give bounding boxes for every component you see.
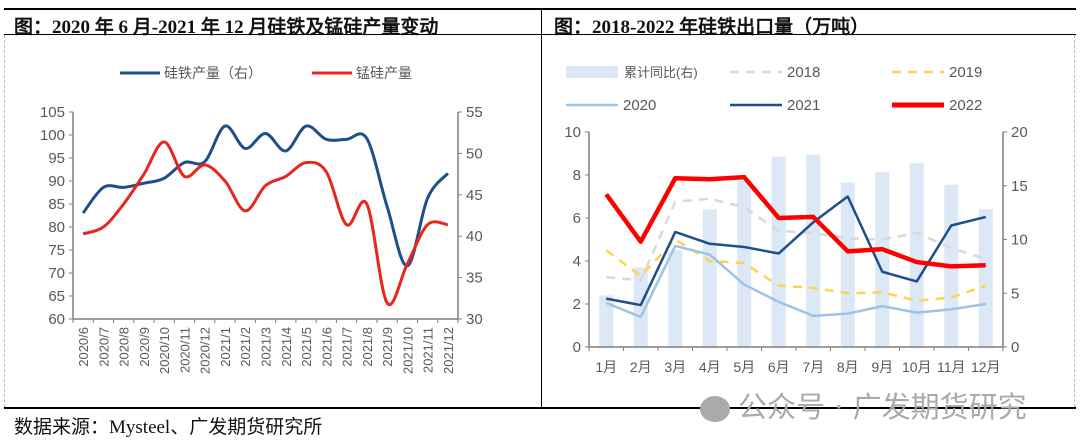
x-tick-label: 2月 — [630, 359, 652, 375]
legend-silicomanganese-label: 锰硅产量 — [356, 65, 412, 81]
x-tick-label: 2021/4 — [279, 327, 294, 367]
x-tick-label: 2021/12 — [441, 327, 456, 374]
x-tick-label: 2021/2 — [238, 327, 253, 367]
x-tick-label: 6月 — [768, 359, 790, 375]
y-tick-label-right: 5 — [1011, 285, 1019, 302]
x-tick-label: 2021/10 — [400, 327, 415, 374]
x-tick-label: 2021/7 — [340, 327, 355, 367]
x-tick-label: 2021/11 — [421, 327, 436, 373]
bar-cumulative-yoy — [978, 209, 993, 347]
y-tick-label-left: 0 — [573, 339, 581, 356]
bottom-rule — [4, 407, 1076, 409]
series-line-2020 — [605, 244, 986, 319]
panel-divider — [541, 10, 542, 408]
wechat-icon — [700, 396, 730, 422]
bar-cumulative-yoy — [633, 267, 648, 347]
top-rule — [4, 8, 1076, 10]
series-line-2022 — [604, 174, 986, 269]
y-tick-label-left: 80 — [48, 219, 65, 236]
x-tick-label: 4月 — [699, 359, 721, 375]
x-tick-label: 2020/7 — [96, 327, 111, 367]
x-tick-label: 2021/5 — [299, 327, 314, 367]
x-tick-label: 8月 — [837, 359, 859, 375]
series-line-ferrosilicon — [81, 124, 450, 268]
x-tick-label: 3月 — [664, 359, 686, 375]
bar-cumulative-yoy — [806, 154, 821, 347]
y-tick-label-left: 100 — [40, 127, 65, 144]
y-tick-label-right: 45 — [466, 187, 483, 204]
x-tick-label: 2020/8 — [117, 327, 132, 367]
x-tick-label: 2021/6 — [319, 327, 334, 367]
y-tick-label-right: 50 — [466, 145, 483, 162]
y-tick-label-left: 60 — [48, 311, 65, 328]
legend-ferrosilicon-label: 硅铁产量（右） — [164, 65, 262, 81]
bar-cumulative-yoy — [599, 295, 614, 347]
y-tick-label-left: 75 — [48, 242, 65, 259]
y-tick-label-left: 95 — [48, 150, 65, 167]
y-tick-label-left: 8 — [573, 167, 581, 184]
legend-2020-label: 2020 — [623, 97, 656, 114]
x-tick-label: 2020/12 — [198, 327, 213, 374]
bar-cumulative-yoy — [702, 209, 717, 347]
y-tick-label-right: 20 — [1011, 124, 1028, 141]
x-tick-label: 2021/3 — [259, 327, 274, 367]
y-tick-label-left: 4 — [573, 253, 581, 270]
y-tick-label-left: 10 — [564, 124, 581, 141]
legend-bar-label: 累计同比(右) — [624, 65, 698, 80]
y-tick-label-right: 30 — [466, 311, 483, 328]
y-tick-label-right: 55 — [466, 104, 483, 121]
y-tick-label-left: 105 — [40, 104, 65, 121]
y-tick-label-left: 2 — [573, 296, 581, 313]
y-tick-label-right: 0 — [1011, 339, 1019, 356]
series-line-2021 — [606, 195, 987, 307]
y-tick-label-left: 6 — [573, 210, 581, 227]
x-tick-label: 2020/10 — [157, 327, 172, 374]
y-tick-label-right: 10 — [1011, 232, 1028, 249]
x-tick-label: 9月 — [871, 359, 893, 375]
y-tick-label-right: 35 — [466, 270, 483, 287]
frame-left — [4, 35, 5, 407]
x-tick-label: 12月 — [971, 359, 1001, 375]
watermark: 公众号 · 广发期货研究 — [700, 384, 1027, 426]
left-chart-title: 图：2020 年 6 月-2021 年 12 月硅铁及锰硅产量变动 — [14, 17, 439, 38]
y-tick-label-left: 90 — [48, 173, 65, 190]
bar-cumulative-yoy — [668, 250, 683, 347]
legend-bar-swatch — [566, 66, 618, 78]
bar-cumulative-yoy — [840, 182, 855, 347]
y-tick-label-left: 65 — [48, 288, 65, 305]
x-tick-label: 2020/6 — [76, 327, 91, 367]
x-tick-label: 11月 — [937, 359, 966, 375]
x-tick-label: 10月 — [902, 359, 932, 375]
x-tick-label: 2021/1 — [218, 327, 233, 367]
y-tick-label-left: 70 — [48, 265, 65, 282]
x-tick-label: 2021/9 — [380, 327, 395, 367]
legend-2018-label: 2018 — [787, 64, 820, 81]
header-rule — [4, 34, 1076, 35]
x-tick-label: 1月 — [595, 359, 617, 375]
y-tick-label-left: 85 — [48, 196, 65, 213]
legend-2021-label: 2021 — [787, 97, 820, 114]
x-tick-label: 7月 — [802, 359, 824, 375]
bar-cumulative-yoy — [909, 163, 924, 347]
x-tick-label: 2020/9 — [137, 327, 152, 367]
legend-2022-label: 2022 — [949, 97, 982, 114]
watermark-text: 公众号 · 广发期货研究 — [738, 390, 1027, 424]
x-tick-label: 2021/8 — [360, 327, 375, 367]
x-tick-label: 2020/11 — [177, 327, 192, 373]
right-chart-title: 图：2018-2022 年硅铁出口量（万吨） — [554, 17, 870, 38]
legend-2019-label: 2019 — [949, 64, 982, 81]
source-note: 数据来源：Mysteel、广发期货研究所 — [14, 417, 323, 438]
y-tick-label-right: 40 — [466, 228, 483, 245]
y-tick-label-right: 15 — [1011, 178, 1028, 195]
frame-right — [1074, 35, 1075, 407]
x-tick-label: 5月 — [733, 359, 755, 375]
bar-cumulative-yoy — [875, 171, 890, 347]
